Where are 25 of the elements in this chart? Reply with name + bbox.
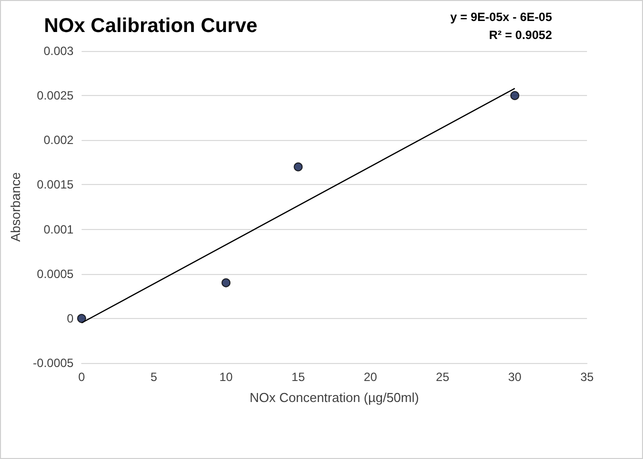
- y-tick-label: -0.0005: [32, 356, 74, 370]
- point: [77, 314, 86, 323]
- point: [294, 162, 303, 172]
- y-tick-label: 0.0025: [36, 88, 74, 103]
- x-tick-label: 0: [78, 370, 86, 384]
- text: R² = 0.9052: [488, 28, 552, 42]
- text: y = 9E-05x - 6E-05: [450, 10, 552, 24]
- x-tick-label: 10: [219, 370, 233, 384]
- x-tick-label: 30: [508, 370, 522, 384]
- y-axis-title: Absorbance: [8, 172, 23, 242]
- x-tick-label: 25: [436, 370, 450, 384]
- y-tick-label: 0.001: [44, 222, 74, 236]
- y-tick-label: 0.003: [44, 44, 74, 58]
- y-tick-label: 0: [66, 311, 74, 326]
- x-tick-label: 20: [364, 370, 378, 384]
- x-tick-label: 35: [580, 370, 594, 384]
- chart-title: NOx Calibration Curve: [44, 15, 258, 37]
- x-axis-title: NOx Concentration (µg/50ml): [250, 390, 419, 405]
- point: [222, 278, 230, 288]
- x-tick-label: 15: [292, 370, 306, 384]
- y-tick-label: 0.0005: [36, 266, 74, 281]
- y-tick-label: 0.0015: [36, 178, 74, 192]
- y-tick-label: 0.002: [44, 133, 74, 148]
- point: [510, 91, 520, 100]
- x-tick-label: 5: [150, 370, 158, 384]
